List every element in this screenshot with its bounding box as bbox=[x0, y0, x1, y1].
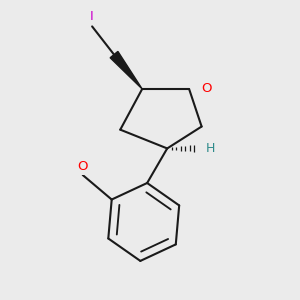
Text: I: I bbox=[90, 10, 94, 23]
Text: O: O bbox=[77, 160, 88, 173]
Polygon shape bbox=[110, 51, 142, 89]
Text: O: O bbox=[201, 82, 211, 95]
Text: H: H bbox=[206, 142, 215, 155]
